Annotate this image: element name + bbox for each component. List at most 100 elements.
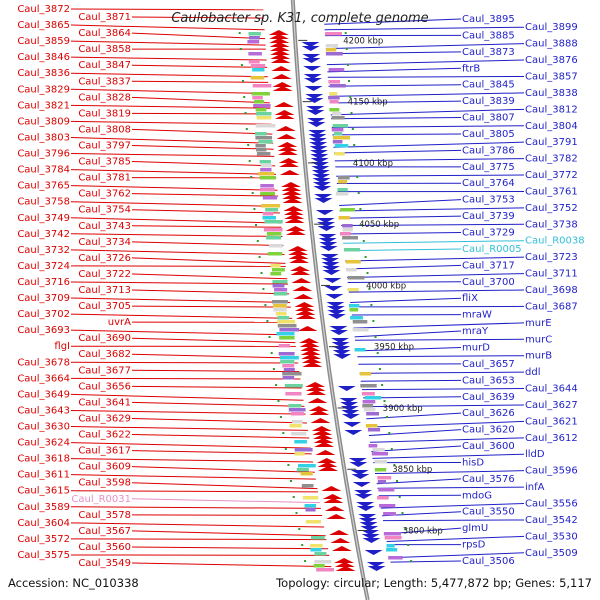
right-gene-label: Caul_3576: [462, 474, 515, 485]
forward-gene-arrow: [277, 150, 298, 155]
label-leader-line: [131, 546, 329, 550]
forward-gene-arrow: [299, 338, 320, 343]
reverse-gene-arrow: [319, 242, 338, 247]
cog-category-block: [367, 428, 381, 432]
right-gene-label: murE: [525, 318, 552, 329]
right-gene-label: murB: [525, 351, 552, 362]
left-gene-label: Caul_3572: [17, 534, 70, 545]
label-leader-line: [131, 193, 279, 197]
label-leader-line: [131, 64, 268, 68]
forward-gene-arrow: [285, 226, 306, 231]
cog-category-block: [305, 520, 321, 524]
reverse-gene-arrow: [309, 146, 328, 151]
forward-gene-arrow: [281, 186, 302, 191]
left-gene-label: Caul_3846: [17, 52, 70, 63]
forward-gene-arrow: [324, 506, 345, 511]
cog-category-block: [273, 308, 287, 312]
cog-category-block: [338, 180, 347, 184]
cog-category-block: [282, 364, 295, 368]
label-leader-line: [131, 401, 305, 407]
reverse-gene-arrow: [341, 414, 360, 419]
cog-category-block: [332, 140, 343, 144]
reverse-gene-arrow: [337, 386, 356, 391]
left-gene-label: Caul_3575: [17, 550, 70, 561]
right-gene-label: Caul_3753: [462, 195, 515, 206]
forward-gene-arrow: [313, 438, 334, 443]
track-dot: [239, 48, 242, 50]
track-dot: [298, 528, 301, 530]
right-gene-label: mdoG: [462, 490, 492, 501]
label-leader-line: [326, 59, 525, 66]
forward-gene-arrow: [269, 46, 290, 51]
cog-category-block: [248, 52, 262, 56]
reverse-gene-arrow: [305, 98, 324, 103]
label-leader-line: [353, 322, 525, 329]
label-leader-line: [330, 108, 525, 116]
left-gene-label: Caul_3803: [17, 132, 70, 143]
forward-gene-arrow: [323, 498, 344, 503]
cog-category-block: [328, 68, 345, 72]
label-leader-line: [70, 88, 270, 95]
track-dot: [366, 272, 369, 274]
label-leader-line: [131, 32, 266, 40]
label-leader-lines: [70, 8, 525, 568]
cog-category-block: [300, 472, 313, 476]
reverse-gene-arrow: [359, 522, 378, 527]
cog-category-block: [332, 136, 350, 140]
left-gene-label: Caul_3734: [78, 237, 131, 248]
reverse-gene-arrow: [312, 182, 331, 187]
track-dot: [247, 144, 250, 146]
reverse-gene-arrow: [354, 490, 373, 495]
forward-gene-arrow: [302, 362, 323, 367]
label-leader-line: [334, 149, 462, 154]
left-gene-label: Caul_3797: [78, 140, 131, 151]
cog-category-block: [275, 312, 287, 316]
track-dot: [275, 384, 278, 386]
track-dot: [348, 80, 350, 82]
left-gene-label: Caul_3656: [78, 381, 131, 392]
forward-gene-arrow: [277, 142, 298, 147]
cog-category-block: [328, 96, 340, 100]
cog-category-block: [388, 556, 403, 560]
cog-category-block: [339, 232, 351, 236]
forward-gene-arrow: [310, 418, 331, 423]
left-gene-label: Caul_3649: [17, 389, 70, 400]
cog-category-block: [298, 464, 316, 468]
right-gene-label: Caul_3729: [462, 228, 515, 239]
forward-gene-arrow: [285, 230, 306, 235]
track-dot: [359, 208, 362, 210]
cog-category-block: [334, 144, 349, 148]
track-dot: [264, 304, 267, 306]
forward-gene-arrow: [272, 82, 293, 87]
label-leader-line: [70, 185, 278, 191]
cog-category-block: [256, 116, 272, 120]
cog-category-block: [361, 392, 375, 396]
cog-category-block: [294, 440, 307, 444]
middle-feature-track: [238, 32, 413, 572]
topology-summary-text: Topology: circular; Length: 5,477,872 bp…: [275, 576, 592, 590]
forward-gene-arrow: [275, 126, 296, 131]
reverse-gene-arrow: [311, 170, 330, 175]
label-leader-line: [364, 404, 525, 408]
track-dot: [256, 240, 259, 242]
left-gene-label: Caul_3819: [78, 108, 131, 119]
label-leader-line: [340, 215, 462, 219]
track-dot: [240, 64, 243, 66]
cog-category-block: [337, 188, 348, 192]
forward-gene-arrow: [292, 286, 313, 291]
forward-gene-arrow: [289, 258, 310, 263]
cog-category-block: [377, 480, 387, 484]
left-gene-label: Caul_3784: [17, 165, 70, 176]
label-leader-line: [70, 377, 301, 380]
left-gene-label: Caul_3567: [78, 526, 131, 537]
right-gene-label: Caul_3786: [462, 145, 515, 156]
track-dot: [250, 176, 253, 178]
cog-category-block: [329, 84, 346, 88]
label-leader-line: [334, 158, 525, 162]
label-leader-line: [70, 265, 286, 267]
label-leader-line: [371, 445, 462, 453]
cog-category-block: [272, 300, 288, 304]
label-leader-line: [70, 442, 311, 449]
left-gene-label: Caul_3615: [17, 486, 70, 497]
